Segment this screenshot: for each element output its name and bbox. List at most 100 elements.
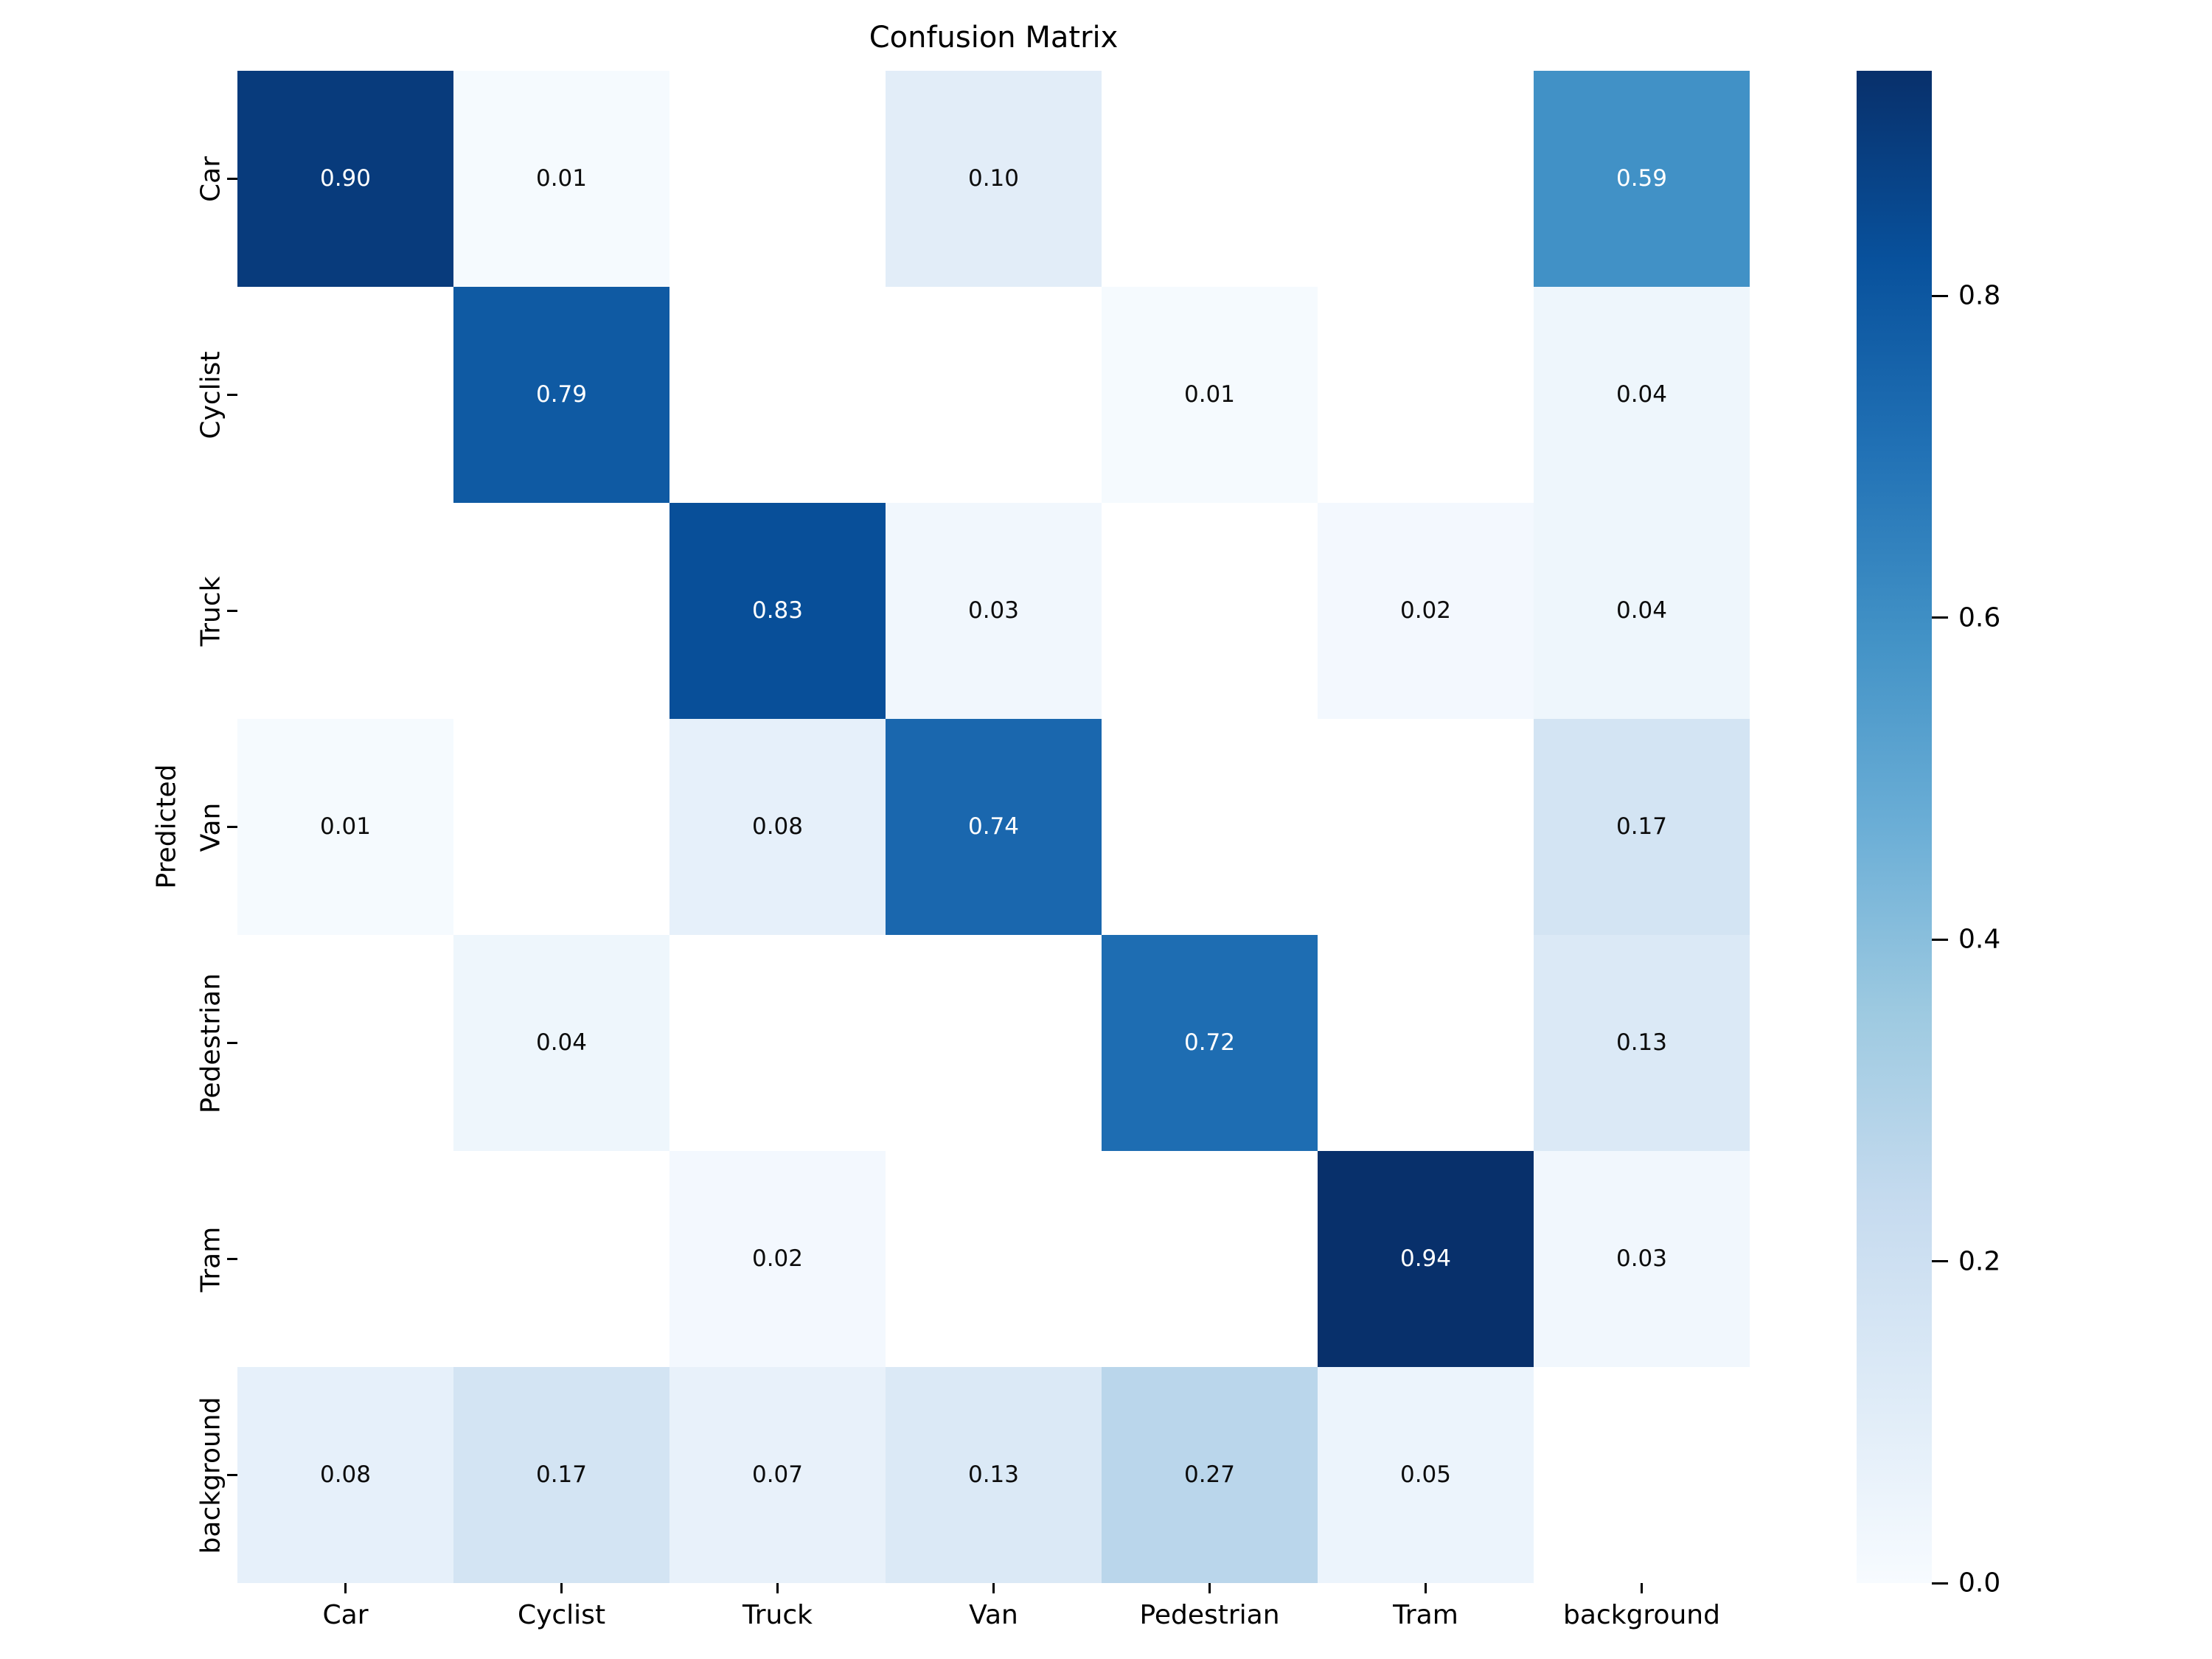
heatmap-cell-Van-Pedestrian	[1102, 719, 1318, 935]
cell-value: 0.90	[319, 165, 372, 192]
x-tick-label-Van: Van	[969, 1600, 1018, 1630]
x-tick-mark	[776, 1583, 779, 1593]
heatmap-cell-Tram-background: 0.03	[1534, 1151, 1750, 1367]
cell-value: 0.83	[751, 597, 804, 624]
heatmap-cell-Truck-Van: 0.03	[886, 503, 1102, 719]
x-tick-mark	[344, 1583, 347, 1593]
cell-value: 0.79	[535, 381, 588, 408]
y-axis-label: Predicted	[151, 764, 182, 889]
heatmap-cell-Tram-Van	[886, 1151, 1102, 1367]
heatmap-cell-Tram-Cyclist	[453, 1151, 669, 1367]
x-tick-mark	[1208, 1583, 1211, 1593]
heatmap-cell-background-Cyclist: 0.17	[453, 1367, 669, 1583]
cell-value: 0.01	[319, 813, 372, 840]
y-tick-mark	[227, 1258, 237, 1260]
colorbar-tick-label-0.4: 0.4	[1958, 924, 2001, 955]
cell-value: 0.13	[1615, 1029, 1668, 1056]
heatmap-cell-Tram-Car	[237, 1151, 453, 1367]
heatmap-cell-background-background	[1534, 1367, 1750, 1583]
heatmap-cell-Cyclist-Pedestrian: 0.01	[1102, 287, 1318, 503]
y-tick-mark	[227, 610, 237, 612]
heatmap-cell-background-Pedestrian: 0.27	[1102, 1367, 1318, 1583]
cell-value: 0.08	[319, 1461, 372, 1488]
y-tick-label-background: background	[195, 1397, 226, 1554]
colorbar-tick-label-0.6: 0.6	[1958, 602, 2001, 633]
colorbar-tick-mark	[1932, 616, 1948, 619]
colorbar-tick-label-0.0: 0.0	[1958, 1568, 2001, 1599]
x-tick-label-Pedestrian: Pedestrian	[1139, 1600, 1280, 1630]
y-tick-mark	[227, 1474, 237, 1476]
colorbar-tick-mark	[1932, 1260, 1948, 1263]
cell-value: 0.08	[751, 813, 804, 840]
y-tick-mark	[227, 178, 237, 180]
heatmap-cell-Car-Cyclist: 0.01	[453, 71, 669, 287]
cell-value: 0.72	[1183, 1029, 1236, 1056]
colorbar-tick-label-0.8: 0.8	[1958, 280, 2001, 311]
heatmap-cell-Tram-Truck: 0.02	[669, 1151, 886, 1367]
cell-value: 0.05	[1399, 1461, 1452, 1488]
x-tick-label-Truck: Truck	[742, 1600, 813, 1630]
cell-value: 0.74	[967, 813, 1020, 840]
colorbar-tick-label-0.2: 0.2	[1958, 1246, 2001, 1277]
heatmap-cell-Pedestrian-Pedestrian: 0.72	[1102, 935, 1318, 1151]
colorbar-tick-mark	[1932, 294, 1948, 297]
y-tick-label-Cyclist: Cyclist	[195, 350, 226, 439]
heatmap-grid: 0.90 0.01 0.10 0.59 0.79 0.01 0.04 0.83 0.03 0.02…	[237, 71, 1750, 1583]
colorbar-tick-mark	[1932, 1582, 1948, 1585]
heatmap-cell-Van-Van: 0.74	[886, 719, 1102, 935]
heatmap-cell-Truck-Cyclist	[453, 503, 669, 719]
heatmap-cell-background-Car: 0.08	[237, 1367, 453, 1583]
heatmap-cell-Truck-Truck: 0.83	[669, 503, 886, 719]
y-tick-mark	[227, 1042, 237, 1044]
x-tick-label-Cyclist: Cyclist	[517, 1600, 606, 1630]
heatmap-cell-Car-Tram	[1318, 71, 1534, 287]
cell-value: 0.59	[1615, 165, 1668, 192]
cell-value: 0.02	[751, 1245, 804, 1272]
heatmap-cell-background-Tram: 0.05	[1318, 1367, 1534, 1583]
x-tick-label-Tram: Tram	[1393, 1600, 1458, 1630]
heatmap-cell-Pedestrian-background: 0.13	[1534, 935, 1750, 1151]
heatmap-cell-background-Van: 0.13	[886, 1367, 1102, 1583]
cell-value: 0.10	[967, 165, 1020, 192]
heatmap-cell-Van-Tram	[1318, 719, 1534, 935]
cell-value: 0.04	[535, 1029, 588, 1056]
x-tick-mark	[1425, 1583, 1427, 1593]
heatmap-cell-Truck-Pedestrian	[1102, 503, 1318, 719]
y-tick-mark	[227, 826, 237, 828]
cell-value: 0.02	[1399, 597, 1452, 624]
cell-value: 0.17	[1615, 813, 1668, 840]
x-tick-mark	[560, 1583, 563, 1593]
heatmap-cell-Car-Truck	[669, 71, 886, 287]
cell-value: 0.03	[967, 597, 1020, 624]
heatmap-cell-Cyclist-background: 0.04	[1534, 287, 1750, 503]
cell-value: 0.94	[1399, 1245, 1452, 1272]
heatmap-cell-Pedestrian-Truck	[669, 935, 886, 1151]
heatmap-cell-Cyclist-Car	[237, 287, 453, 503]
colorbar-gradient	[1857, 71, 1932, 1583]
heatmap-cell-Truck-background: 0.04	[1534, 503, 1750, 719]
cell-value: 0.13	[967, 1461, 1020, 1488]
heatmap-cell-Car-Pedestrian	[1102, 71, 1318, 287]
y-tick-mark	[227, 394, 237, 396]
cell-value: 0.04	[1615, 597, 1668, 624]
heatmap-cell-Van-Car: 0.01	[237, 719, 453, 935]
y-tick-label-Van: Van	[195, 802, 226, 852]
heatmap-cell-Tram-Pedestrian	[1102, 1151, 1318, 1367]
cell-value: 0.17	[535, 1461, 588, 1488]
y-tick-label-Tram: Tram	[195, 1226, 226, 1292]
heatmap-cell-Pedestrian-Van	[886, 935, 1102, 1151]
x-tick-mark	[1641, 1583, 1643, 1593]
heatmap-cell-Van-background: 0.17	[1534, 719, 1750, 935]
heatmap-cell-background-Truck: 0.07	[669, 1367, 886, 1583]
cell-value: 0.01	[1183, 381, 1236, 408]
heatmap-cell-Van-Cyclist	[453, 719, 669, 935]
heatmap-cell-Car-background: 0.59	[1534, 71, 1750, 287]
heatmap-cell-Cyclist-Van	[886, 287, 1102, 503]
heatmap-cell-Car-Car: 0.90	[237, 71, 453, 287]
cell-value: 0.01	[535, 165, 588, 192]
heatmap-cell-Cyclist-Cyclist: 0.79	[453, 287, 669, 503]
heatmap-cell-Tram-Tram: 0.94	[1318, 1151, 1534, 1367]
heatmap-cell-Car-Van: 0.10	[886, 71, 1102, 287]
x-tick-mark	[992, 1583, 995, 1593]
y-tick-label-Car: Car	[195, 156, 226, 202]
